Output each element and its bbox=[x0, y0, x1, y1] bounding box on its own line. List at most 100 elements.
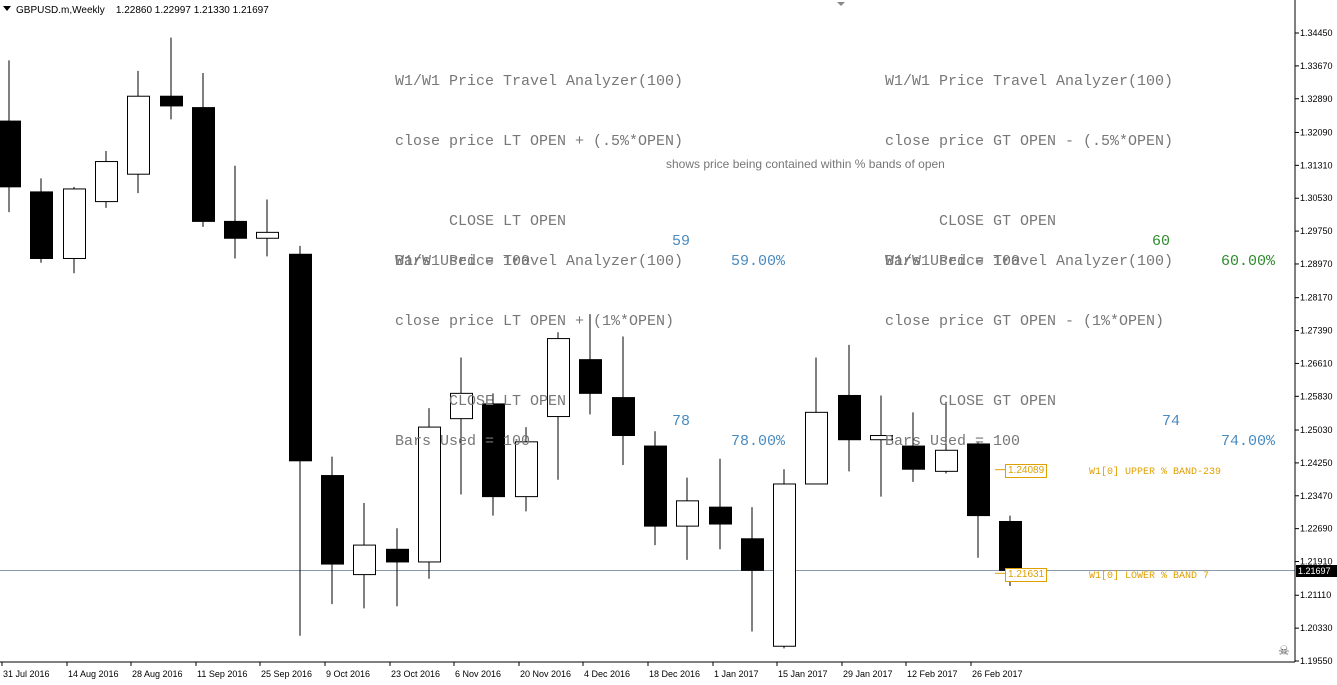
time-tick-label: 1 Jan 2017 bbox=[714, 669, 759, 679]
current-price-tag: 1.21697 bbox=[1296, 565, 1337, 577]
panel-bars-used: Bars Used = 100 bbox=[885, 433, 1021, 450]
time-tick-label: 15 Jan 2017 bbox=[778, 669, 828, 679]
panel-count: 59 bbox=[671, 233, 690, 250]
time-tick-label: 25 Sep 2016 bbox=[261, 669, 312, 679]
price-tick-label: 1.34450 bbox=[1300, 28, 1333, 38]
price-tick-label: 1.19550 bbox=[1300, 656, 1333, 666]
panel-percent: 60.00% bbox=[1220, 253, 1275, 270]
panel-count: 60 bbox=[1151, 233, 1170, 250]
price-tick-label: 1.27390 bbox=[1300, 326, 1333, 336]
candle bbox=[353, 502, 376, 609]
chart-menu-arrow-icon[interactable] bbox=[3, 6, 11, 11]
candle-body-bear bbox=[160, 95, 183, 107]
panel-title: W1/W1 Price Travel Analyzer(100) bbox=[885, 73, 1174, 90]
candle bbox=[547, 332, 570, 480]
time-tick-label: 29 Jan 2017 bbox=[843, 669, 893, 679]
candle bbox=[95, 151, 118, 208]
panel-stat-label: CLOSE GT OPEN bbox=[939, 213, 1057, 230]
candle-body-bull bbox=[353, 544, 376, 576]
price-tick-label: 1.30530 bbox=[1300, 193, 1333, 203]
candle-body-bear bbox=[709, 506, 732, 525]
candle-body-bear bbox=[224, 220, 247, 239]
candle-body-bear bbox=[579, 359, 602, 394]
chart-shift-marker-icon bbox=[837, 2, 845, 6]
upper-band-label: W1[0] UPPER % BAND-239 bbox=[1089, 467, 1222, 478]
panel-percent: 59.00% bbox=[730, 253, 785, 270]
candle-body-bear bbox=[741, 538, 764, 571]
candle bbox=[224, 165, 247, 259]
panel-condition: close price LT OPEN + (1%*OPEN) bbox=[395, 313, 675, 330]
candle bbox=[741, 507, 764, 632]
ohlc-values: 1.22860 1.22997 1.21330 1.21697 bbox=[115, 5, 269, 16]
candle bbox=[256, 199, 279, 257]
price-tick-label: 1.21910 bbox=[1300, 557, 1333, 567]
price-tick-label: 1.33670 bbox=[1300, 61, 1333, 71]
candle bbox=[773, 469, 796, 649]
time-tick-label: 9 Oct 2016 bbox=[326, 669, 370, 679]
candle-body-bear bbox=[999, 520, 1022, 571]
candle-body-bear bbox=[612, 397, 635, 437]
chart-note: shows price being contained within % ban… bbox=[666, 157, 945, 171]
candle bbox=[386, 528, 409, 607]
time-tick-label: 31 Jul 2016 bbox=[3, 669, 50, 679]
price-tick-label: 1.26610 bbox=[1300, 358, 1333, 368]
price-tick-label: 1.32090 bbox=[1300, 127, 1333, 137]
candle-body-bear bbox=[192, 107, 215, 222]
panel-bars-used: Bars Used = 100 bbox=[885, 253, 1021, 270]
candle bbox=[450, 357, 473, 495]
candle bbox=[289, 245, 312, 636]
price-tick-label: 1.28170 bbox=[1300, 293, 1333, 303]
candle-body-bull bbox=[935, 449, 958, 472]
panel-stat-label: CLOSE GT OPEN bbox=[939, 393, 1057, 410]
candle-body-bear bbox=[902, 445, 925, 470]
panel-percent: 78.00% bbox=[730, 433, 785, 450]
price-tick-label: 1.28970 bbox=[1300, 259, 1333, 269]
price-tick-label: 1.21110 bbox=[1300, 590, 1331, 600]
candle-body-bull bbox=[63, 188, 86, 259]
candle bbox=[321, 456, 344, 605]
time-tick-label: 26 Feb 2017 bbox=[972, 669, 1023, 679]
time-tick-label: 4 Dec 2016 bbox=[584, 669, 630, 679]
candle-body-bear bbox=[967, 443, 990, 517]
candle-body-bull bbox=[515, 441, 538, 498]
price-tick-label: 1.23470 bbox=[1300, 491, 1333, 501]
price-tick-label: 1.25830 bbox=[1300, 391, 1333, 401]
candle-body-bull bbox=[418, 426, 441, 563]
panel-count: 74 bbox=[1161, 413, 1180, 430]
price-tick-label: 1.29750 bbox=[1300, 226, 1333, 236]
price-tick-label: 1.22690 bbox=[1300, 524, 1333, 534]
lower-band-value: 1.21631 bbox=[1005, 568, 1048, 582]
price-tick-label: 1.25030 bbox=[1300, 425, 1333, 435]
price-tick-label: 1.20330 bbox=[1300, 623, 1333, 633]
time-tick-label: 20 Nov 2016 bbox=[520, 669, 571, 679]
candle bbox=[418, 408, 441, 579]
candle bbox=[30, 178, 53, 263]
candle-body-bull bbox=[127, 95, 150, 175]
panel-bars-used: Bars Used = 100 bbox=[395, 433, 531, 450]
candle bbox=[0, 60, 21, 213]
time-tick-label: 12 Feb 2017 bbox=[907, 669, 958, 679]
candle bbox=[482, 393, 505, 516]
panel-condition: close price GT OPEN - (1%*OPEN) bbox=[885, 313, 1165, 330]
panel-title: W1/W1 Price Travel Analyzer(100) bbox=[395, 73, 684, 90]
panel-title: W1/W1 Price Travel Analyzer(100) bbox=[885, 253, 1174, 270]
price-tick-label: 1.32890 bbox=[1300, 94, 1333, 104]
price-tick-label: 1.24250 bbox=[1300, 458, 1333, 468]
time-tick-label: 23 Oct 2016 bbox=[391, 669, 440, 679]
candle bbox=[805, 357, 828, 485]
price-tick-label: 1.31310 bbox=[1300, 160, 1333, 170]
panel-stat-label: CLOSE LT OPEN bbox=[449, 213, 567, 230]
analyzer-panel-top-right: W1/W1 Price Travel Analyzer(100) close p… bbox=[885, 32, 1285, 312]
candle-body-bear bbox=[321, 475, 344, 565]
candle-body-bull bbox=[805, 411, 828, 485]
candle bbox=[160, 37, 183, 120]
candle-body-bull bbox=[676, 500, 699, 527]
candle bbox=[676, 477, 699, 560]
panel-count: 78 bbox=[671, 413, 690, 430]
candle-body-bull bbox=[773, 483, 796, 647]
candle-body-bull bbox=[256, 231, 279, 239]
candle bbox=[709, 458, 732, 550]
candle bbox=[838, 344, 861, 472]
